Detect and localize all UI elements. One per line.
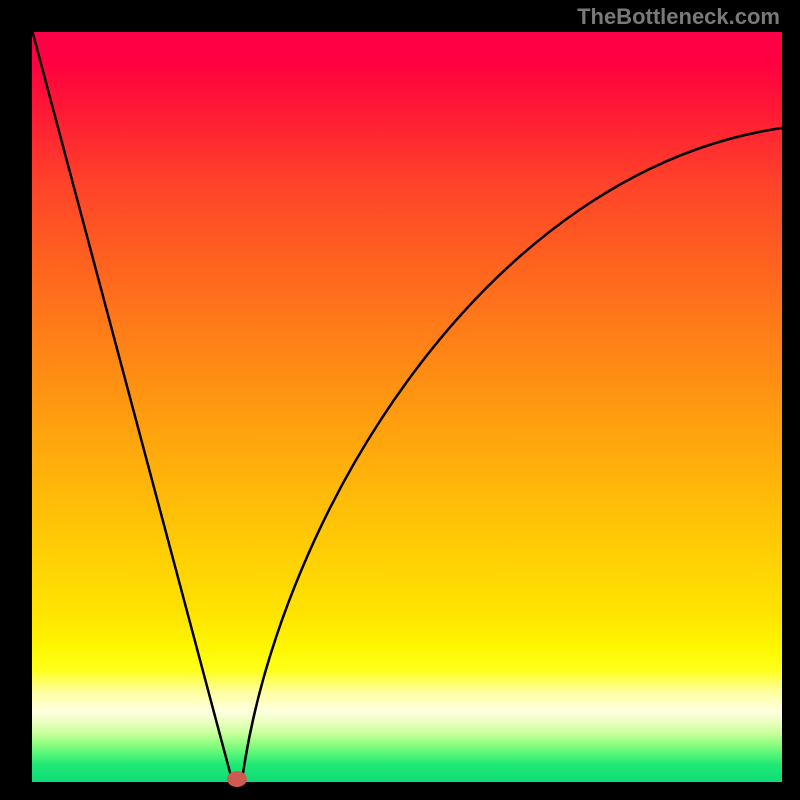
watermark-text: TheBottleneck.com	[577, 4, 780, 30]
bottleneck-curve	[32, 30, 782, 783]
optimal-point-marker	[227, 771, 247, 787]
bottleneck-curve-layer	[0, 0, 800, 800]
chart-container: TheBottleneck.com	[0, 0, 800, 800]
